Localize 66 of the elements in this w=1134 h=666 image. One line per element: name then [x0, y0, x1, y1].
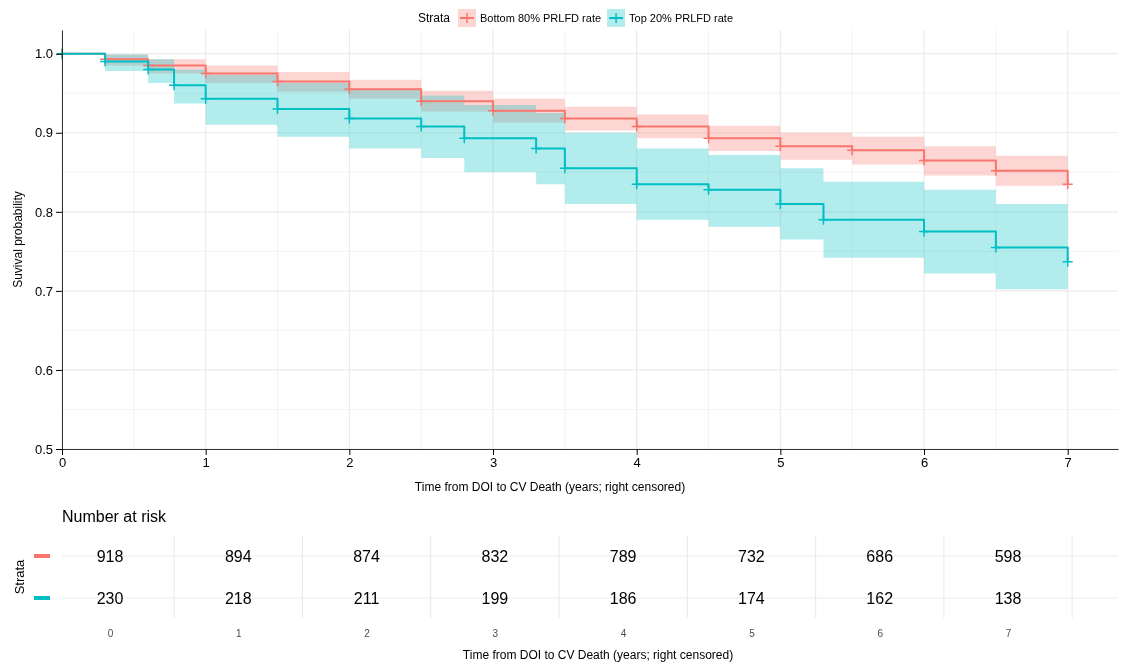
x-tick-label: 6: [877, 628, 884, 640]
y-axis-title: Strata: [12, 558, 27, 595]
y-tick-label: 1.0: [34, 46, 53, 62]
point: [559, 162, 571, 175]
point: [199, 93, 212, 105]
data-label: 199: [481, 590, 509, 607]
x-tick-label: 0: [107, 628, 114, 640]
point: [415, 95, 427, 107]
data-label: 598: [994, 548, 1022, 565]
x-tick-label: 2: [346, 455, 354, 471]
data-label: 230: [96, 590, 124, 607]
data-label: 918: [96, 548, 124, 565]
legend-title: Strata: [418, 11, 451, 25]
point: [1061, 178, 1074, 190]
y-tick-label: 0.8: [34, 204, 53, 220]
legend-label: Top 20% PRLFD rate: [629, 12, 734, 24]
y-tick-label: 0.7: [34, 283, 53, 299]
chart-title: Number at risk: [62, 508, 168, 525]
data-label: 211: [353, 590, 380, 607]
data-label: 894: [224, 548, 252, 565]
point: [630, 120, 643, 133]
data-label: 832: [481, 548, 509, 565]
data-label: 138: [994, 590, 1022, 607]
point: [702, 183, 715, 196]
x-tick-label: 4: [633, 455, 641, 471]
y-axis-title: Suvival probability: [11, 191, 25, 288]
point: [702, 132, 715, 145]
point: [1061, 255, 1074, 268]
data-label: 686: [866, 548, 894, 565]
x-tick-label: 6: [920, 455, 929, 471]
point: [458, 132, 471, 145]
x-tick-label: 1: [202, 455, 210, 471]
x-tick-label: 0: [58, 455, 67, 471]
x-tick-label: 3: [489, 455, 498, 471]
point: [343, 112, 356, 125]
data-label: 162: [866, 590, 894, 607]
point: [530, 142, 542, 155]
y-tick-label: 0.9: [34, 125, 53, 141]
point: [142, 63, 154, 76]
point: [415, 120, 427, 133]
x-tick-label: 7: [1005, 628, 1012, 640]
x-tick-label: 3: [492, 628, 499, 640]
data-label: 174: [738, 590, 765, 607]
data-label: 789: [609, 548, 637, 565]
x-tick-label: 4: [620, 628, 627, 640]
point: [990, 241, 1002, 254]
data-label: 218: [224, 590, 252, 607]
point: [168, 79, 180, 92]
data-label: 874: [353, 548, 381, 565]
data-label: 186: [609, 590, 637, 607]
point: [630, 178, 643, 190]
x-tick-label: 7: [1064, 455, 1072, 471]
x-tick-label: 1: [236, 628, 242, 640]
x-axis-title: Time from DOI to CV Death (years; right censored): [414, 480, 686, 494]
data-label: 732: [738, 548, 765, 565]
x-axis-title: Time from DOI to CV Death (years; right censored): [462, 648, 734, 662]
y-tick-label: 0.5: [34, 441, 53, 457]
point: [199, 67, 212, 80]
point: [817, 213, 830, 226]
point: [271, 75, 284, 88]
x-tick-label: 2: [364, 628, 371, 640]
x-tick-label: 5: [749, 628, 756, 640]
point: [846, 144, 858, 156]
x-tick-label: 5: [777, 455, 785, 471]
y-tick-label: 0.6: [34, 362, 53, 378]
legend-label: Bottom 80% PRLFD rate: [480, 12, 602, 24]
